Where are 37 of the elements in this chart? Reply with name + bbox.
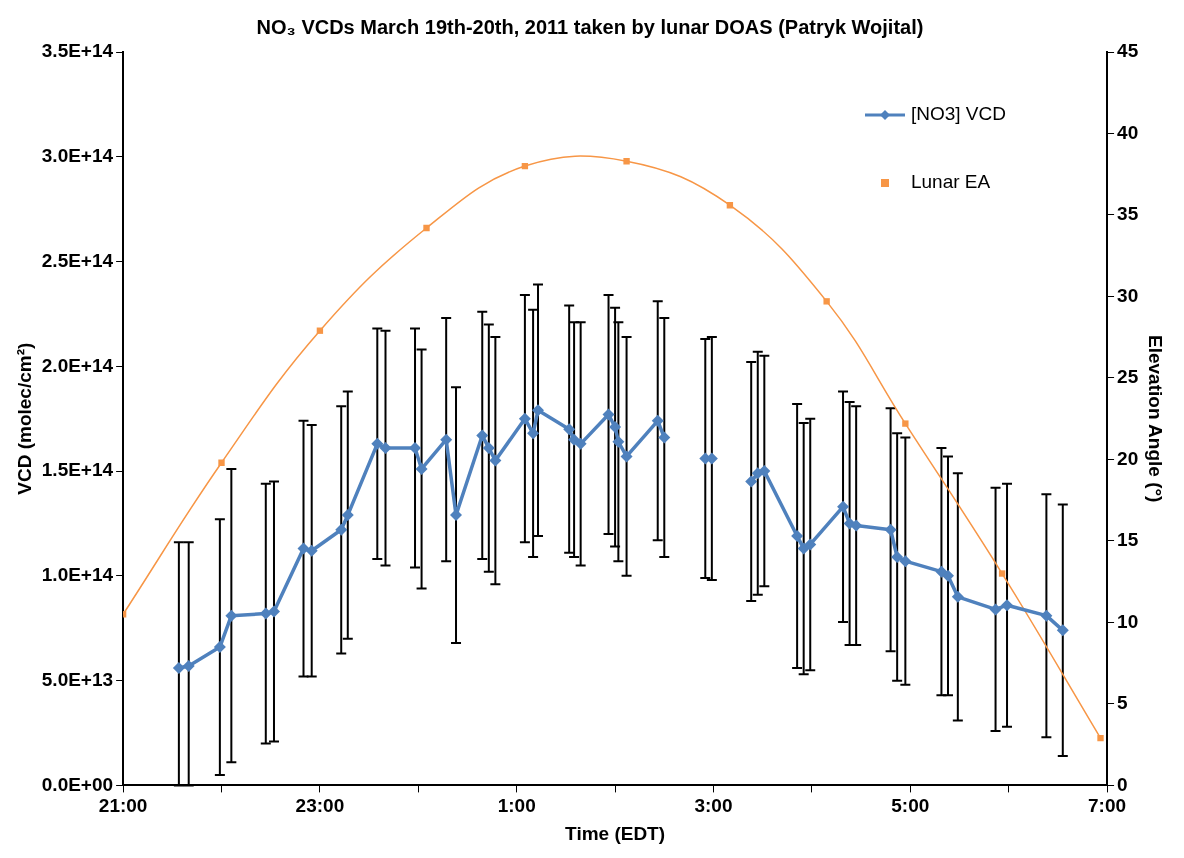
y2-tick-label: 45: [1117, 40, 1139, 62]
y-axis-title: VCD (molec/cm²): [13, 342, 35, 495]
y2-axis-title: Elevation Angle (°): [1145, 335, 1167, 503]
point: [423, 224, 430, 232]
point: [823, 298, 830, 305]
y2-tick-label: 35: [1117, 203, 1139, 225]
x-axis-title: Time (EDT): [565, 822, 666, 844]
y2-tick-label: 15: [1117, 529, 1139, 551]
x-tick-label: 7:00: [1088, 795, 1127, 817]
y-tick-label: 2.0E+14: [41, 354, 114, 376]
y2-tick-label: 40: [1117, 121, 1139, 143]
y-tick-label: 3.5E+14: [41, 40, 114, 62]
y2-tick-label: 20: [1117, 447, 1139, 469]
legend-label: Lunar EA: [910, 171, 991, 192]
y2-tick-label: 10: [1117, 610, 1139, 632]
point: [1097, 734, 1104, 742]
x-tick-label: 23:00: [295, 795, 345, 817]
point: [218, 459, 225, 466]
legend-label: [NO3] VCD: [910, 103, 1006, 124]
x-tick-label: 21:00: [98, 795, 148, 817]
y-tick-label: 5.0E+13: [41, 668, 114, 690]
y-tick-label: 3.0E+14: [41, 145, 114, 167]
chart-title: NO₃ VCDs March 19th-20th, 2011 taken by lunar DOAS (Patryk Wojital): [256, 15, 924, 38]
x-tick-label: 1:00: [497, 795, 536, 817]
x-tick-label: 3:00: [694, 795, 733, 817]
point: [998, 570, 1006, 577]
y-tick-label: 1.5E+14: [41, 459, 114, 481]
y-tick-label: 2.5E+14: [41, 249, 114, 271]
y2-tick-label: 30: [1117, 284, 1139, 306]
y2-tick-label: 5: [1117, 692, 1129, 714]
y2-tick-label: 25: [1117, 366, 1139, 388]
y2-tick-label: 0: [1117, 773, 1128, 795]
y-tick-label: 0.0E+00: [41, 773, 114, 795]
y-tick-label: 1.0E+14: [41, 564, 114, 586]
point: [623, 158, 630, 165]
x-tick-label: 5:00: [891, 795, 930, 817]
point: [902, 420, 909, 427]
